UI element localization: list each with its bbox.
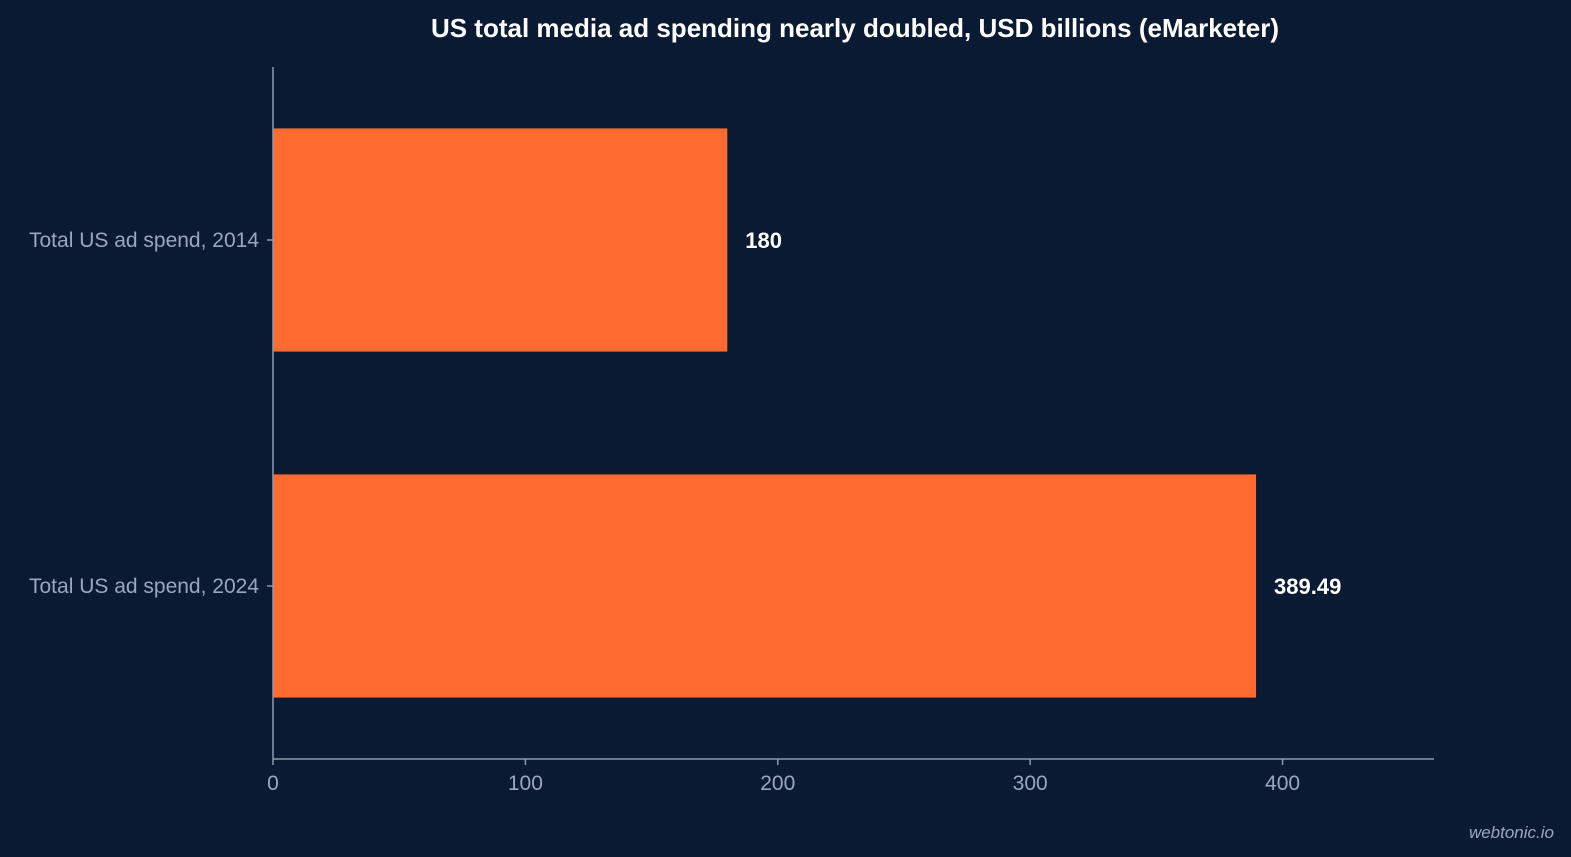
- x-tick-label: 200: [760, 772, 795, 795]
- chart-title: US total media ad spending nearly double…: [431, 13, 1279, 43]
- bar: [273, 474, 1257, 698]
- x-tick-label: 100: [508, 772, 543, 795]
- watermark-text: webtonic.io: [1468, 823, 1554, 842]
- bar: [273, 128, 728, 352]
- x-tick-label: 0: [267, 772, 279, 795]
- data-label: 389.49: [1274, 574, 1341, 599]
- x-tick-label: 400: [1265, 772, 1300, 795]
- data-label: 180: [745, 228, 782, 253]
- y-tick-label: Total US ad spend, 2014: [29, 229, 259, 252]
- x-tick-label: 300: [1013, 772, 1048, 795]
- y-tick-label: Total US ad spend, 2024: [29, 575, 259, 598]
